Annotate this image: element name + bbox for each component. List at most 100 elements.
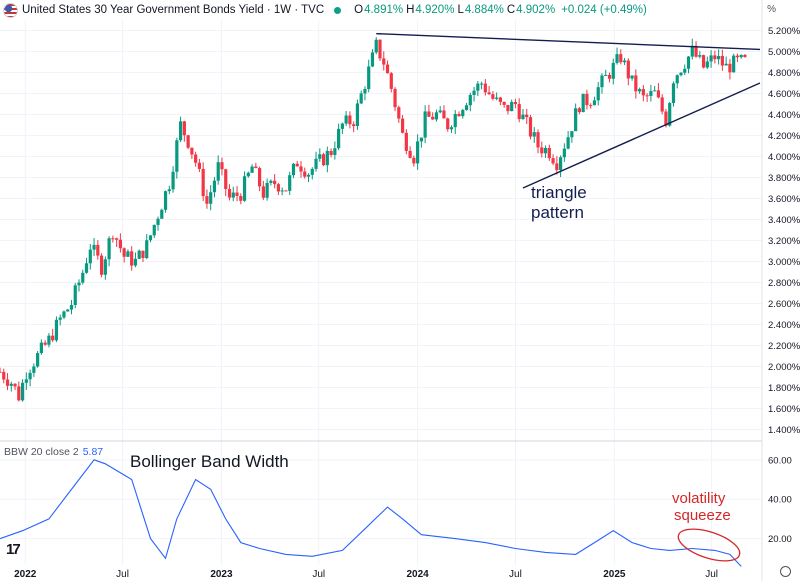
annotations: triangle pattern Bollinger Band Width vo… <box>130 183 741 562</box>
candle-body <box>254 166 258 169</box>
candle-body <box>13 383 17 387</box>
price-tick-label: 4.400% <box>768 110 800 121</box>
candle-body <box>280 190 284 192</box>
time-tick-label: 2025 <box>603 569 626 580</box>
candle-body <box>717 56 721 60</box>
candle-body <box>449 127 454 130</box>
candle-body <box>212 180 217 193</box>
candle-body <box>510 101 514 112</box>
candle-body <box>641 89 645 96</box>
candle-body <box>585 93 589 106</box>
candle-body <box>446 118 450 130</box>
candle-body <box>231 192 235 198</box>
time-tick-label: Jul <box>116 569 129 580</box>
candle-body <box>630 75 634 79</box>
candle-body <box>551 158 555 164</box>
candle-body <box>310 168 314 175</box>
trendline-upper <box>376 32 761 51</box>
candle-body <box>525 114 529 118</box>
candle-body <box>671 83 676 104</box>
candle-body <box>0 371 2 373</box>
candle-body <box>186 135 190 148</box>
candle-body <box>397 107 401 119</box>
candle-body <box>201 168 205 197</box>
candle-body <box>596 87 600 101</box>
candle-body <box>558 157 563 171</box>
candle-body <box>724 63 728 66</box>
candle-body <box>656 90 661 98</box>
candle-body <box>574 108 578 132</box>
candle-body <box>47 335 51 345</box>
candle-body <box>645 95 649 97</box>
candle-body <box>261 186 265 198</box>
candle-body <box>709 55 713 62</box>
squeeze-circle <box>677 528 741 562</box>
candle-body <box>36 353 40 367</box>
candle-body <box>370 52 375 67</box>
candle-body <box>536 132 540 148</box>
time-tick-label: 2024 <box>406 569 429 580</box>
candle-body <box>77 282 81 286</box>
candle-body <box>9 383 13 386</box>
candle-body <box>615 54 619 63</box>
candle-body <box>713 55 717 60</box>
low-label: L <box>457 4 464 16</box>
price-tick-label: 5.200% <box>768 26 800 37</box>
price-tick-label: 3.400% <box>768 215 800 226</box>
candle-body <box>732 55 736 73</box>
candle-body <box>367 66 371 90</box>
price-tick-label: 2.600% <box>768 299 800 310</box>
candle-body <box>566 137 570 149</box>
candle-body <box>28 372 32 380</box>
candle-body <box>528 117 533 137</box>
candle-body <box>660 97 664 112</box>
indicator-header[interactable]: BBW 20 close 2 5.87 <box>4 446 103 458</box>
candle-body <box>400 118 405 133</box>
price-tick-label: 4.000% <box>768 152 800 163</box>
candlestick-series <box>0 37 747 402</box>
candle-body <box>340 123 344 129</box>
close-label: C <box>506 4 516 16</box>
candle-body <box>461 109 465 117</box>
high-value: 4.920% <box>415 4 455 16</box>
candle-body <box>246 172 250 177</box>
candle-body <box>468 94 472 106</box>
tradingview-logo[interactable]: 17 <box>6 541 21 558</box>
candle-body <box>194 154 198 163</box>
candle-body <box>363 89 367 94</box>
candle-body <box>167 189 171 192</box>
candle-body <box>321 154 326 166</box>
candle-body <box>17 386 21 401</box>
price-tick-label: 1.800% <box>768 383 800 394</box>
candle-body <box>600 75 604 88</box>
candle-body <box>619 54 623 63</box>
candle-body <box>457 113 461 117</box>
candle-body <box>694 45 698 57</box>
candle-body <box>378 39 382 59</box>
candle-body <box>303 171 307 177</box>
time-tick-label: 2022 <box>14 569 37 580</box>
price-tick-label: 2.400% <box>768 320 800 331</box>
candle-body <box>592 100 597 106</box>
candle-body <box>160 209 164 219</box>
bbw-title-annotation: Bollinger Band Width <box>130 452 289 471</box>
candle-body <box>479 83 484 85</box>
time-tick-label: Jul <box>312 569 325 580</box>
candle-body <box>122 248 126 257</box>
candle-body <box>607 74 612 79</box>
candle-body <box>419 137 423 142</box>
indicator-value: 5.87 <box>82 446 104 458</box>
time-tick-label: Jul <box>509 569 522 580</box>
candle-body <box>2 371 6 380</box>
candle-body <box>73 285 77 305</box>
candle-body <box>39 342 43 354</box>
settings-icon[interactable] <box>780 566 791 577</box>
candle-body <box>227 189 232 198</box>
candle-body <box>81 272 85 283</box>
low-value: 4.884% <box>464 4 504 16</box>
price-tick-label: 4.800% <box>768 68 800 79</box>
candle-body <box>84 263 89 273</box>
symbol-title[interactable]: United States 30 Year Government Bonds Y… <box>22 4 325 16</box>
chart-header: United States 30 Year Government Bonds Y… <box>0 0 760 20</box>
